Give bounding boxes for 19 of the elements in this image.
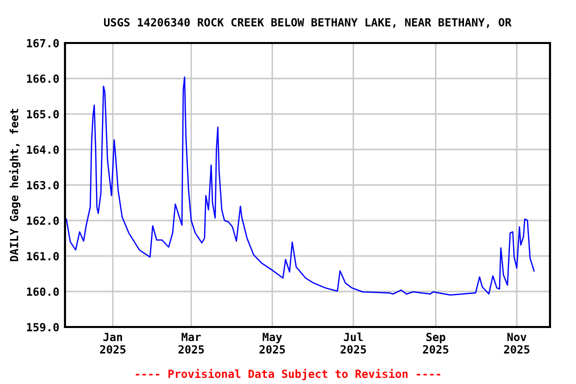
y-tick-label: 159.0 — [27, 322, 59, 332]
y-tick-label: 163.0 — [27, 180, 59, 190]
line-series — [66, 76, 535, 296]
text: ---- Provisional Data Subject to Revision ---- — [136, 368, 440, 380]
chart-title: USGS 14206340 ROCK CREEK BELOW BETHANY LAKE, NEAR BETHANY, OR — [104, 18, 512, 28]
y-tick-label: 160.0 — [27, 287, 59, 296]
y-tick-label: 167.0 — [27, 38, 59, 48]
y-tick-label: 162.0 — [27, 216, 59, 225]
y-tick-label: 161.0 — [27, 252, 59, 260]
x-tick-label: Sep 2025 — [422, 332, 448, 354]
x-tick-label: Mar 2025 — [178, 332, 204, 354]
x-tick-label: Jul 2025 — [340, 332, 366, 354]
x-tick-label: Jan 2025 — [100, 332, 126, 354]
x-tick-label: Nov 2025 — [504, 332, 530, 354]
x-tick-label: May 2025 — [260, 332, 285, 354]
y-tick-label: 166.0 — [27, 74, 59, 83]
y-axis-title: DAILY Gage height, feet — [9, 108, 20, 262]
y-tick-label: 165.0 — [27, 110, 59, 118]
y-tick-label: 164.0 — [27, 145, 59, 154]
